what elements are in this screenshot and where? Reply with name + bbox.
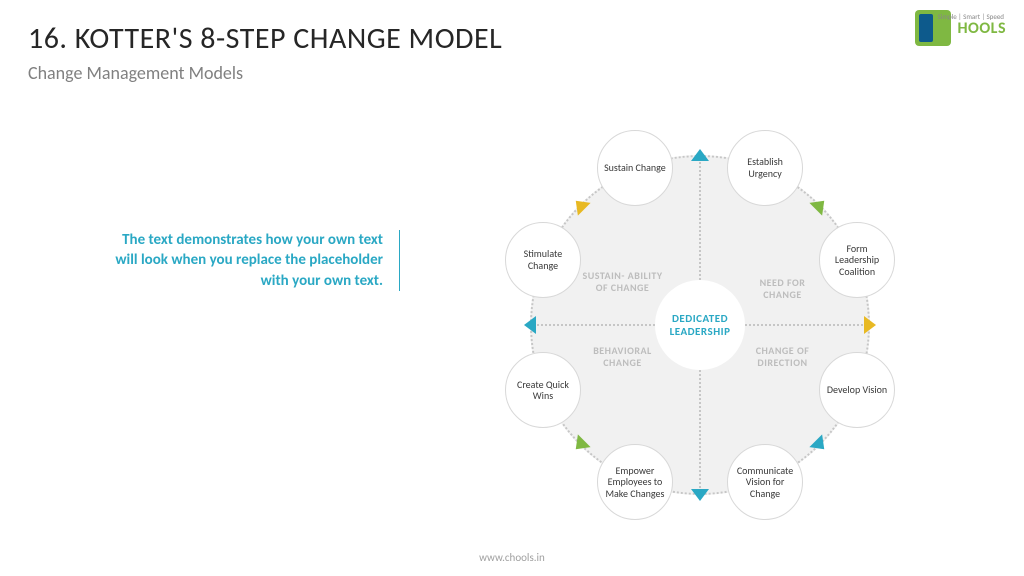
- step-node-label: Establish Urgency: [732, 156, 798, 179]
- quadrant-label-1: CHANGE OF DIRECTION: [740, 345, 825, 369]
- flow-arrow-icon: [524, 316, 536, 334]
- step-node-label: Develop Vision: [827, 384, 887, 396]
- center-label: DEDICATED LEADERSHIP: [655, 312, 745, 338]
- footer-url: www.chools.in: [0, 551, 1024, 564]
- step-node-1: Form Leadership Coalition: [819, 222, 895, 298]
- step-node-2: Develop Vision: [819, 352, 895, 428]
- step-node-label: Empower Employees to Make Changes: [602, 465, 668, 500]
- quadrant-label-0: NEED FOR CHANGE: [740, 277, 825, 301]
- logo-tagline: Simple | Smart | Speed: [938, 12, 1004, 21]
- step-node-0: Establish Urgency: [727, 130, 803, 206]
- step-node-label: Create Quick Wins: [510, 379, 576, 402]
- page-subtitle: Change Management Models: [28, 62, 243, 84]
- quadrant-label-2: BEHAVIORAL CHANGE: [580, 345, 665, 369]
- page-title: 16. KOTTER'S 8-STEP CHANGE MODEL: [28, 20, 502, 57]
- center-node: DEDICATED LEADERSHIP: [655, 280, 745, 370]
- step-node-label: Communicate Vision for Change: [732, 465, 798, 500]
- step-node-label: Stimulate Change: [510, 248, 576, 271]
- quadrant-label-3: SUSTAIN- ABILITY OF CHANGE: [580, 270, 665, 294]
- description-text: The text demonstrates how your own text …: [115, 230, 383, 291]
- brand-logo: Simple | Smart | Speed HOOLS: [915, 10, 1006, 46]
- flow-arrow-icon: [864, 316, 876, 334]
- step-node-6: Stimulate Change: [505, 222, 581, 298]
- step-node-3: Communicate Vision for Change: [727, 444, 803, 520]
- flow-arrow-icon: [691, 149, 709, 161]
- step-node-5: Create Quick Wins: [505, 352, 581, 428]
- step-node-label: Sustain Change: [604, 162, 666, 174]
- logo-text: HOOLS: [957, 19, 1006, 38]
- step-node-label: Form Leadership Coalition: [824, 243, 890, 278]
- flow-arrow-icon: [691, 489, 709, 501]
- kotter-diagram: DEDICATED LEADERSHIP NEED FOR CHANGE CHAN…: [490, 115, 910, 535]
- step-node-4: Empower Employees to Make Changes: [597, 444, 673, 520]
- description-box: The text demonstrates how your own text …: [115, 230, 400, 291]
- step-node-7: Sustain Change: [597, 130, 673, 206]
